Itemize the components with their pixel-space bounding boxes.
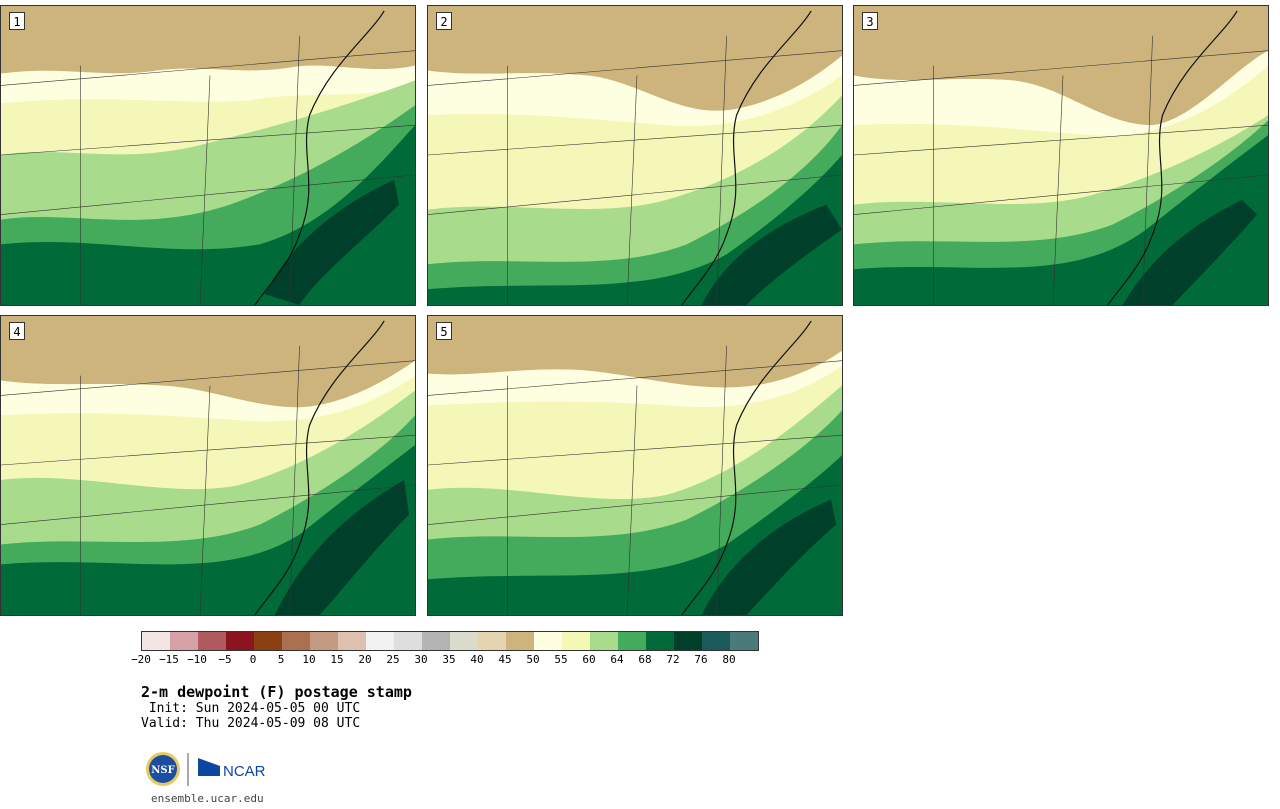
nsf-logo-text: NSF [151, 765, 174, 776]
colorbar-tick-label: 50 [526, 653, 540, 666]
logos: NSF NCAR [146, 752, 266, 786]
ensemble-member-panel-3: 3 [853, 5, 1269, 306]
colorbar-tick-label: 10 [302, 653, 316, 666]
dewpoint-map-1 [1, 6, 415, 305]
member-number-label: 5 [436, 322, 452, 340]
colorbar-tick-label: 40 [470, 653, 484, 666]
colorbar-tick-label: 25 [386, 653, 400, 666]
chart-title: 2-m dewpoint (F) postage stamp [141, 683, 412, 701]
ncar-logo-text: NCAR [223, 763, 266, 780]
colorbar-tick-label: 68 [638, 653, 652, 666]
dewpoint-map-2 [428, 6, 842, 305]
colorbar-tick-label: 5 [277, 653, 285, 666]
ensemble-member-panel-4: 4 [0, 315, 416, 616]
colorbar-tick-label: 45 [498, 653, 512, 666]
colorbar-swatch [562, 632, 590, 650]
colorbar-tick-label: −5 [218, 653, 232, 666]
colorbar-swatch [338, 632, 366, 650]
colorbar-tick-label: −15 [159, 653, 179, 666]
colorbar-ticks: −20 −15 −10 −5 0 5 10 15 20 25 30 35 40 45 50 55 60 64 68 7… [131, 653, 757, 667]
colorbar-swatch [142, 632, 170, 650]
colorbar-swatch [674, 632, 702, 650]
colorbar-tick-label: 20 [358, 653, 372, 666]
colorbar-swatch [226, 632, 254, 650]
member-number-label: 2 [436, 12, 452, 30]
colorbar-tick-label: 80 [722, 653, 736, 666]
colorbar-tick-label: 30 [414, 653, 428, 666]
colorbar-swatch [730, 632, 758, 650]
member-number-label: 4 [9, 322, 25, 340]
colorbar-tick-label: 76 [694, 653, 708, 666]
colorbar-swatch [506, 632, 534, 650]
dewpoint-map-5 [428, 316, 842, 615]
colorbar-swatch [702, 632, 730, 650]
colorbar-swatch [534, 632, 562, 650]
colorbar-tick-label: 72 [666, 653, 680, 666]
ensemble-member-panel-5: 5 [427, 315, 843, 616]
colorbar-swatch [310, 632, 338, 650]
colorbar [141, 631, 759, 651]
ensemble-member-panel-2: 2 [427, 5, 843, 306]
colorbar-tick-label: 0 [249, 653, 257, 666]
colorbar-swatch [282, 632, 310, 650]
dewpoint-map-4 [1, 316, 415, 615]
colorbar-swatch [646, 632, 674, 650]
colorbar-tick-label: 35 [442, 653, 456, 666]
colorbar-swatch [478, 632, 506, 650]
colorbar-swatch [366, 632, 394, 650]
colorbar-tick-label: 60 [582, 653, 596, 666]
colorbar-tick-label: 64 [610, 653, 624, 666]
colorbar-tick-label: 15 [330, 653, 344, 666]
colorbar-swatch [422, 632, 450, 650]
ensemble-member-panel-1: 1 [0, 5, 416, 306]
init-time: Init: Sun 2024-05-05 00 UTC [141, 701, 361, 716]
dewpoint-map-3 [854, 6, 1268, 305]
nsf-logo-icon: NSF [146, 752, 180, 786]
colorbar-tick-label: −10 [187, 653, 207, 666]
colorbar-swatch [170, 632, 198, 650]
member-number-label: 3 [862, 12, 878, 30]
colorbar-tick-label: 55 [554, 653, 568, 666]
colorbar-swatch [590, 632, 618, 650]
colorbar-swatch [618, 632, 646, 650]
colorbar-swatch [450, 632, 478, 650]
colorbar-swatch [198, 632, 226, 650]
member-number-label: 1 [9, 12, 25, 30]
valid-time: Valid: Thu 2024-05-09 08 UTC [141, 716, 361, 731]
ncar-logo-icon: NCAR [198, 758, 266, 780]
site-url: ensemble.ucar.edu [151, 792, 264, 805]
colorbar-swatch [394, 632, 422, 650]
colorbar-swatch [254, 632, 282, 650]
colorbar-tick-label: −20 [131, 653, 151, 666]
